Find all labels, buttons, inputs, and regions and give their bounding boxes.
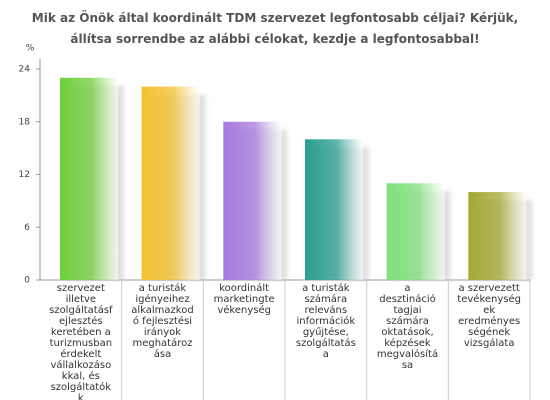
bar bbox=[305, 139, 363, 280]
y-tick-label: 24 bbox=[19, 65, 31, 75]
bar bbox=[386, 183, 445, 280]
bar bbox=[141, 86, 200, 280]
x-tick-label: a turisták igényeihez alkalmazkodó fejle… bbox=[131, 283, 194, 360]
y-tick-label: 18 bbox=[19, 117, 31, 127]
bar bbox=[223, 121, 282, 280]
x-tick-label: a desztináció tagjai számára oktatások, … bbox=[376, 283, 439, 371]
y-tick-label: 6 bbox=[24, 223, 30, 233]
y-tick-label: 12 bbox=[19, 170, 30, 180]
bar bbox=[468, 192, 527, 280]
x-tick-label: koordinált marketingtevékenység bbox=[213, 283, 275, 316]
x-tick-label: a szervezett tevékenységek eredményesség… bbox=[457, 283, 521, 349]
x-tick-label: a turisták számára releváns információk … bbox=[295, 283, 356, 360]
y-tick-label: 0 bbox=[24, 276, 30, 286]
chart-title: Mik az Önök által koordinált TDM szervez… bbox=[31, 11, 519, 46]
x-tick-label: szervezet illetve szolgáltatásfejlesztés… bbox=[49, 283, 113, 400]
y-axis-label: % bbox=[26, 44, 35, 54]
bar bbox=[60, 77, 118, 281]
